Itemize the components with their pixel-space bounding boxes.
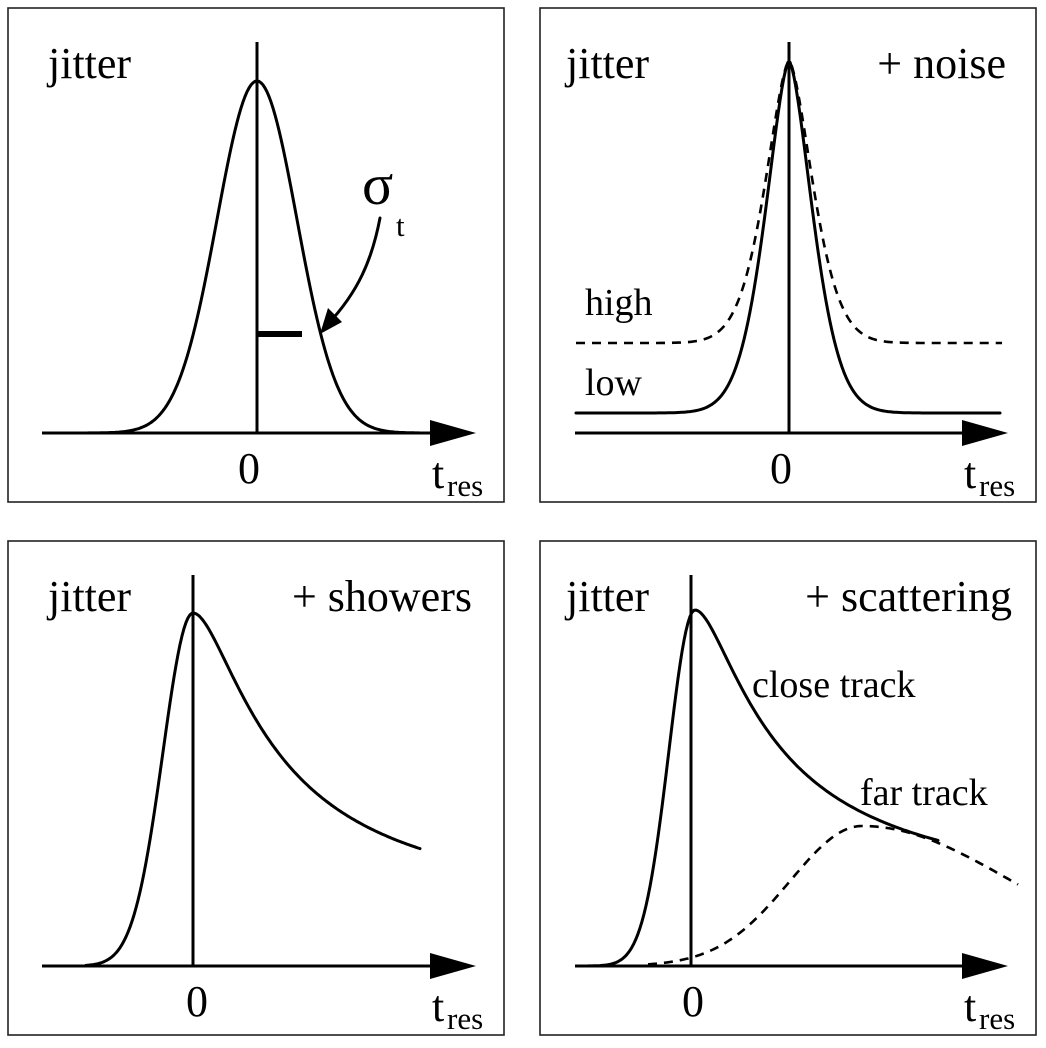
panel-label-jitter: jitter [564,39,649,88]
axis-var-subscript: res [979,468,1015,503]
panel-jitter: jitter σ t 0 t res [7,7,505,503]
axis-var-subscript: res [447,468,483,503]
high-noise-curve [576,60,1002,345]
axis-var-subscript: res [979,1001,1015,1036]
axis-arrow-icon [430,953,476,979]
axis-var-label: t [964,982,976,1031]
panel-scattering: jitter + scattering close track far trac… [539,540,1037,1036]
panel-frame [539,7,1037,503]
shower-curve [84,611,422,967]
axis-zero-label: 0 [682,977,704,1026]
panel-frame [7,540,505,1036]
sigma-symbol: σ [362,152,393,217]
sigma-subscript: t [396,208,405,243]
low-noise-curve [574,60,1002,415]
curve-label-low: low [585,362,643,404]
curve-label-far-track: far track [860,772,988,814]
axis-var-label: t [432,449,444,498]
panel-showers: jitter + showers 0 t res [7,540,505,1036]
axis-var-label: t [964,449,976,498]
axis-zero-label: 0 [770,444,792,493]
axis-arrow-icon [962,953,1008,979]
axis-var-label: t [432,982,444,1031]
sigma-pointer-arrow-icon [320,308,342,334]
close-track-curve [586,608,940,968]
sigma-pointer-line [326,216,382,326]
panel-label-jitter: jitter [46,39,131,88]
far-track-curve [647,824,1019,966]
panel-label-noise: + noise [877,39,1006,88]
curve-label-high: high [585,282,653,324]
panel-label-jitter: jitter [46,572,131,621]
panel-label-scattering: + scattering [805,572,1012,621]
panel-label-jitter: jitter [564,572,649,621]
curve-label-close-track: close track [752,664,916,706]
axis-zero-label: 0 [238,444,260,493]
panel-noise: jitter + noise high low 0 t res [539,7,1037,503]
panel-frame [7,7,505,503]
axis-arrow-icon [430,420,476,446]
axis-var-subscript: res [447,1001,483,1036]
gaussian-curve [73,79,421,435]
axis-arrow-icon [962,420,1008,446]
axis-zero-label: 0 [186,977,208,1026]
panel-frame [539,540,1037,1036]
panel-label-showers: + showers [292,572,472,621]
